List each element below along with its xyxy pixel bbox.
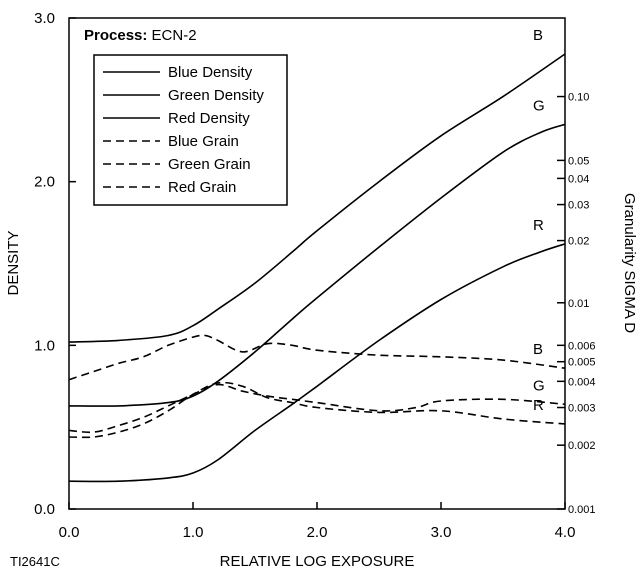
y-axis: 0.0 1.0 2.0 3.0 (34, 10, 76, 518)
granularity-tick-label: 0.02 (568, 236, 589, 248)
green-density-end-label: G (533, 97, 545, 114)
granularity-tick-label: 0.03 (568, 200, 589, 212)
right-granularity-axis: 0.001 0.002 0.003 0.004 0.005 0.006 0.01 0.02 0.… (557, 92, 596, 516)
x-tick-label: 2.0 (307, 524, 328, 541)
blue-grain-line (68, 334, 566, 381)
x-tick-label: 4.0 (555, 524, 576, 541)
granularity-tick-label: 0.005 (568, 357, 596, 369)
blue-density-line (68, 53, 566, 343)
svg-text:Process: ECN-2: Process: ECN-2 (84, 27, 197, 44)
process-value: ECN-2 (152, 27, 197, 44)
x-tick-label: 3.0 (431, 524, 452, 541)
legend: Blue Density Green Density Red Density Blue… (93, 54, 288, 206)
legend-box (93, 54, 288, 206)
granularity-tick-label: 0.002 (568, 440, 596, 452)
green-density-line (68, 123, 566, 407)
red-grain-end-label: R (533, 397, 544, 414)
x-axis-label: RELATIVE LOG EXPOSURE (220, 553, 415, 570)
series-lines (68, 53, 566, 483)
legend-label-blue-grain: Blue Grain (168, 133, 239, 150)
granularity-tick-label: 0.10 (568, 92, 589, 104)
red-density-line (68, 243, 566, 483)
granularity-tick-label: 0.003 (568, 403, 596, 415)
granularity-tick-label: 0.004 (568, 376, 596, 388)
y-tick-label: 2.0 (34, 174, 55, 191)
blue-density-end-label: B (533, 27, 543, 44)
granularity-tick-label: 0.04 (568, 173, 589, 185)
legend-label-red-grain: Red Grain (168, 179, 236, 196)
legend-label-green-grain: Green Grain (168, 156, 251, 173)
granularity-tick-label: 0.05 (568, 155, 589, 167)
granularity-tick-label: 0.006 (568, 340, 596, 352)
green-grain-line (68, 383, 566, 434)
x-tick-label: 1.0 (183, 524, 204, 541)
granularity-tick-label: 0.01 (568, 298, 589, 310)
y-axis-label: DENSITY (5, 230, 22, 295)
red-grain-line (68, 381, 566, 439)
legend-label-green-density: Green Density (168, 87, 264, 104)
blue-grain-end-label: B (533, 341, 543, 358)
x-tick-label: 0.0 (59, 524, 80, 541)
legend-label-red-density: Red Density (168, 110, 250, 127)
process-title: Process: (84, 27, 147, 44)
y-tick-label: 3.0 (34, 10, 55, 27)
x-axis: 0.0 1.0 2.0 3.0 4.0 (59, 502, 576, 541)
figure-id: TI2641C (10, 554, 60, 569)
process-label: Process: ECN-2 (84, 27, 197, 44)
red-density-end-label: R (533, 217, 544, 234)
green-grain-end-label: G (533, 377, 545, 394)
granularity-tick-label: 0.001 (568, 504, 596, 516)
right-axis-label: Granularity SIGMA D (621, 193, 638, 333)
legend-label-blue-density: Blue Density (168, 64, 253, 81)
y-tick-label: 1.0 (34, 337, 55, 354)
y-tick-label: 0.0 (34, 501, 55, 518)
